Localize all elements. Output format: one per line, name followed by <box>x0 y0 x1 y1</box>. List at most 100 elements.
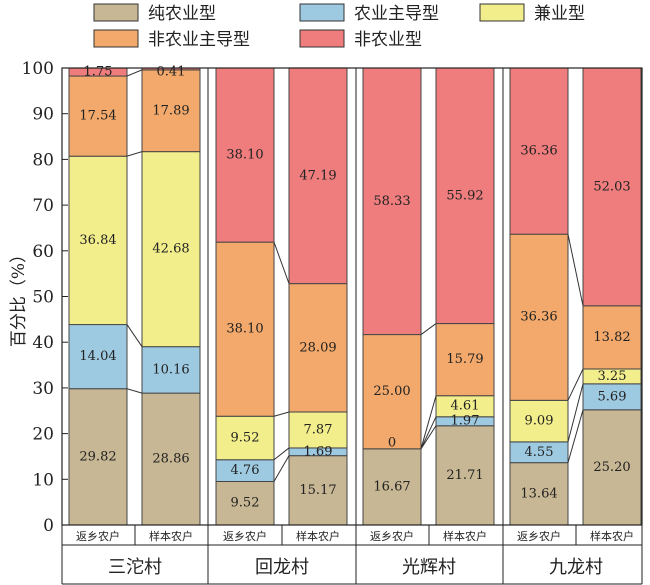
data-label: 15.17 <box>299 483 336 498</box>
y-tick-label: 10 <box>32 470 54 490</box>
bar-segment <box>509 399 569 443</box>
data-label: 38.10 <box>226 148 263 163</box>
y-tick-label: 20 <box>32 425 54 445</box>
data-label: 9.09 <box>525 414 554 429</box>
legend-label: 兼业型 <box>534 4 585 24</box>
y-tick-label: 40 <box>32 333 54 353</box>
bar-segment <box>215 67 275 243</box>
data-label: 1.97 <box>451 413 480 428</box>
data-label: 52.03 <box>593 179 630 194</box>
bar-segment <box>215 480 275 526</box>
bar-segment <box>288 67 348 285</box>
bar-segment <box>582 67 642 307</box>
connector-line <box>567 368 584 401</box>
bar-segment <box>435 323 495 397</box>
y-axis-label: 百分比（%） <box>9 246 29 347</box>
data-label: 0 <box>388 435 396 450</box>
bar-segment <box>68 324 128 390</box>
group-label: 回龙村 <box>255 557 309 578</box>
data-label: 36.84 <box>79 233 116 248</box>
y-tick-label: 70 <box>32 196 54 216</box>
category-label: 返乡农户 <box>517 529 561 543</box>
group-label: 九龙村 <box>549 557 603 578</box>
data-label: 4.61 <box>451 399 480 414</box>
data-label: 58.33 <box>373 194 410 209</box>
bar-segment <box>362 67 422 336</box>
data-label: 14.04 <box>79 349 116 364</box>
bar-segment <box>215 241 275 417</box>
data-label: 17.89 <box>152 103 189 118</box>
data-label: 4.55 <box>525 445 554 460</box>
bar-segment <box>582 305 642 370</box>
data-label: 25.00 <box>373 384 410 399</box>
data-label: 16.67 <box>373 479 410 494</box>
data-label: 36.36 <box>520 310 557 325</box>
group-label: 三沱村 <box>108 557 162 578</box>
bar-segment <box>68 155 128 326</box>
y-tick-label: 80 <box>32 150 54 170</box>
data-label: 17.54 <box>79 109 116 124</box>
bar-segment <box>288 455 348 526</box>
bar-segment <box>68 388 128 526</box>
connector-line <box>126 69 143 77</box>
data-label: 3.25 <box>598 369 627 384</box>
data-label: 55.92 <box>446 188 483 203</box>
bar-segment <box>141 346 201 394</box>
connector-line <box>273 241 290 284</box>
y-tick-label: 100 <box>22 59 54 79</box>
data-label: 28.09 <box>299 340 336 355</box>
data-label: 21.71 <box>446 468 483 483</box>
plot-frame <box>61 67 643 526</box>
bar-segment <box>435 425 495 526</box>
bar-segment <box>362 448 422 526</box>
data-label: 10.16 <box>152 362 189 377</box>
category-label: 样本农户 <box>443 529 487 543</box>
data-label: 42.68 <box>152 242 189 257</box>
connector-line <box>126 324 143 347</box>
y-tick-label: 50 <box>32 288 54 308</box>
data-label: 13.64 <box>520 486 557 501</box>
category-label: 返乡农户 <box>370 529 414 543</box>
connector-line <box>567 409 584 463</box>
connector-line <box>273 447 290 461</box>
legend-label: 纯农业型 <box>148 4 216 24</box>
connector-line <box>126 388 143 394</box>
data-label: 36.36 <box>520 144 557 159</box>
group-label: 光辉村 <box>402 557 456 578</box>
bar-segment <box>141 392 201 526</box>
connector-line <box>273 455 290 482</box>
data-label: 38.10 <box>226 322 263 337</box>
data-label: 47.19 <box>299 168 336 183</box>
data-label: 4.76 <box>231 463 260 478</box>
data-label: 1.69 <box>304 444 333 459</box>
legend-swatch <box>479 3 525 22</box>
bar-segment <box>141 151 201 348</box>
connector-line <box>567 234 584 306</box>
data-label: 28.86 <box>152 452 189 467</box>
data-label: 15.79 <box>446 352 483 367</box>
y-tick-label: 30 <box>32 379 54 399</box>
data-label: 29.82 <box>79 449 116 464</box>
connector-line <box>273 411 290 417</box>
connector-line <box>420 323 437 335</box>
legend-label: 非农业主导型 <box>148 30 250 50</box>
legend-swatch <box>299 29 345 48</box>
legend-swatch <box>299 3 345 22</box>
bar-segment <box>509 67 569 235</box>
bar-segment <box>509 233 569 401</box>
category-label: 返乡农户 <box>76 529 120 543</box>
data-label: 5.69 <box>598 389 627 404</box>
y-tick-label: 90 <box>32 105 54 125</box>
connector-line <box>420 425 437 450</box>
bar-segment <box>435 67 495 325</box>
connector-line <box>420 416 437 450</box>
category-label: 样本农户 <box>149 529 193 543</box>
y-tick-label: 0 <box>43 516 54 536</box>
legend-label: 农业主导型 <box>354 4 439 24</box>
y-tick-label: 60 <box>32 242 54 262</box>
category-label: 样本农户 <box>590 529 634 543</box>
category-label: 样本农户 <box>296 529 340 543</box>
data-label: 9.52 <box>231 430 260 445</box>
data-label: 0.41 <box>157 65 186 80</box>
